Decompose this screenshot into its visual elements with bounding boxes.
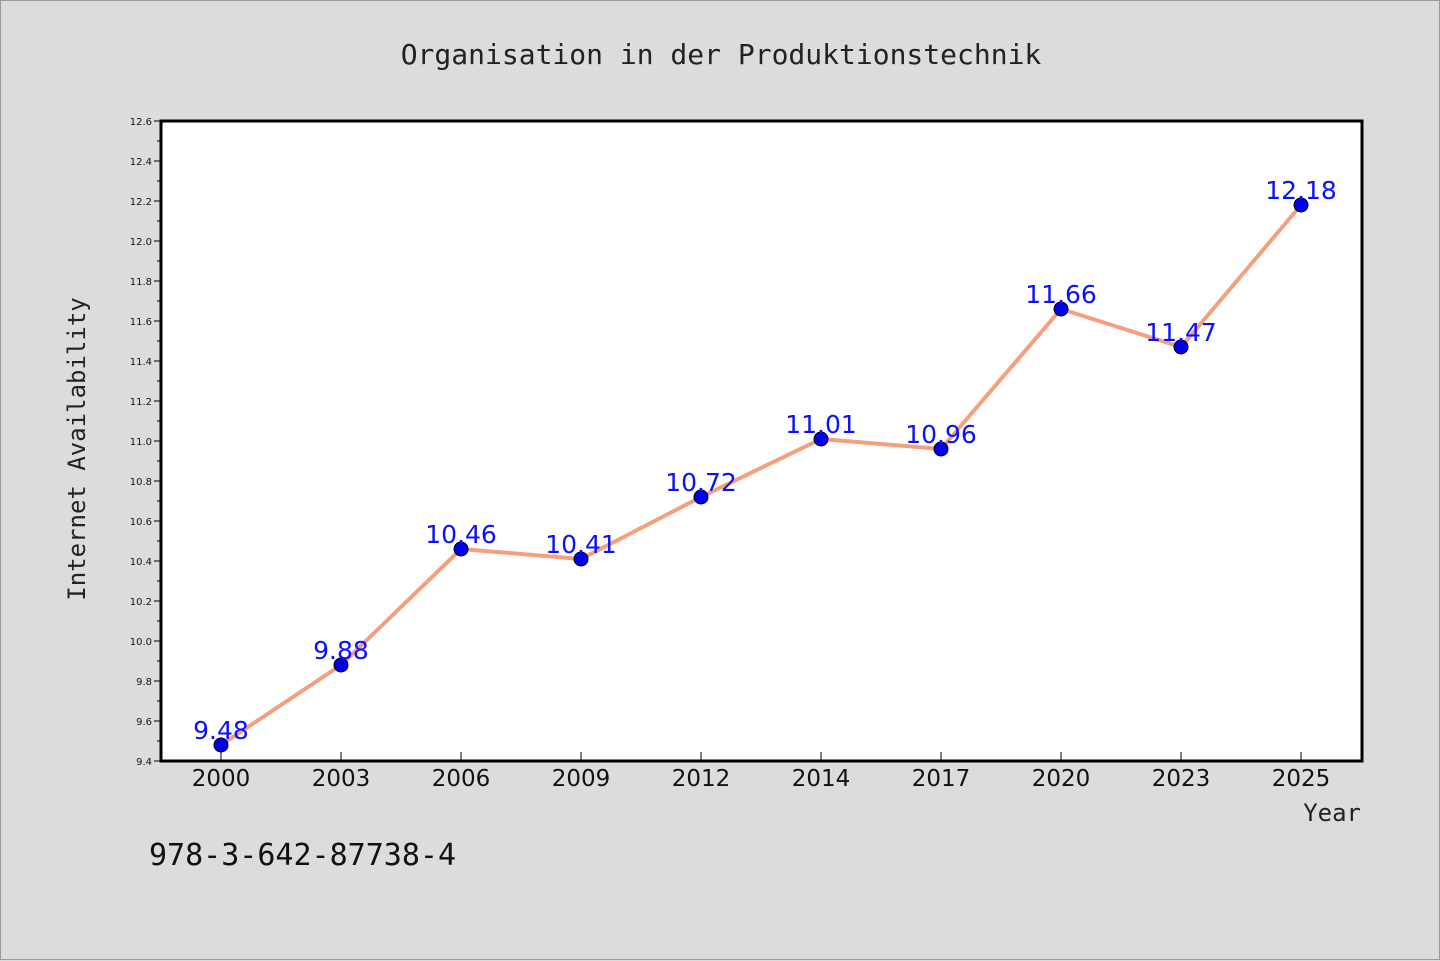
x-tick-label: 2014 xyxy=(792,766,851,792)
y-tick-label: 9.8 xyxy=(136,677,152,688)
y-tick-label: 11.8 xyxy=(130,277,152,288)
data-label: 9.88 xyxy=(313,636,369,665)
data-label: 11.47 xyxy=(1145,318,1217,347)
data-label: 10.96 xyxy=(905,420,977,449)
footer-note: 978-3-642-87738-4 xyxy=(149,838,456,873)
data-point xyxy=(1173,339,1189,355)
chart-title: Organisation in der Produktionstechnik xyxy=(401,38,1042,71)
data-point xyxy=(213,737,229,753)
y-tick-label: 12.0 xyxy=(130,237,152,248)
y-axis-title: Internet Availability xyxy=(63,297,91,600)
x-tick-label: 2000 xyxy=(192,766,251,792)
y-tick-label: 10.4 xyxy=(130,557,152,568)
y-tick-label: 10.6 xyxy=(130,517,152,528)
y-tick-label: 12.4 xyxy=(130,157,152,168)
data-point xyxy=(1293,197,1309,213)
data-label: 11.66 xyxy=(1025,280,1097,309)
data-point xyxy=(1053,301,1069,317)
data-point xyxy=(933,441,949,457)
y-tick-label: 10.2 xyxy=(130,597,152,608)
x-tick-label: 2020 xyxy=(1032,766,1091,792)
data-label: 10.72 xyxy=(665,468,737,497)
data-label: 9.48 xyxy=(193,716,249,745)
y-tick-label: 9.4 xyxy=(136,757,152,768)
plot-area xyxy=(159,119,1364,763)
series-markers xyxy=(213,197,1309,753)
data-point xyxy=(453,541,469,557)
x-tick-label: 2009 xyxy=(552,766,611,792)
x-tick-label: 2012 xyxy=(672,766,731,792)
data-labels: 9.48 9.88 10.46 10.41 10.72 11.01 10.96 11.66 11… xyxy=(193,176,1337,745)
y-tick-label: 10.0 xyxy=(130,637,152,648)
y-tick-label: 12.6 xyxy=(130,117,152,128)
data-point xyxy=(693,489,709,505)
x-tick-label: 2006 xyxy=(432,766,491,792)
y-tick-label: 9.6 xyxy=(136,717,152,728)
x-tick-label: 2003 xyxy=(312,766,371,792)
series-line-group xyxy=(219,203,1303,747)
data-label: 10.41 xyxy=(545,530,617,559)
data-label: 12.18 xyxy=(1265,176,1337,205)
y-tick-label: 12.2 xyxy=(130,197,152,208)
x-tick-label: 2017 xyxy=(912,766,971,792)
y-tick-label: 10.8 xyxy=(130,477,152,488)
data-label: 11.01 xyxy=(785,410,857,439)
x-axis: 2000 2003 2006 2009 2012 2014 2017 2020 2023 2025 xyxy=(192,752,1331,792)
data-point xyxy=(573,551,589,567)
data-point xyxy=(333,657,349,673)
y-axis: 9.4 9.6 9.8 10.0 10.2 10.4 10.6 10.8 11.0 11.2 11.… xyxy=(130,117,161,768)
x-tick-label: 2025 xyxy=(1272,766,1331,792)
y-tick-label: 11.6 xyxy=(130,317,152,328)
x-tick-label: 2023 xyxy=(1152,766,1211,792)
data-point xyxy=(813,431,829,447)
y-tick-label: 11.0 xyxy=(130,437,152,448)
data-label: 10.46 xyxy=(425,520,497,549)
y-tick-label: 11.4 xyxy=(130,357,152,368)
y-tick-label: 11.2 xyxy=(130,397,152,408)
series-line xyxy=(219,203,1303,747)
x-axis-title: Year xyxy=(1303,799,1361,827)
